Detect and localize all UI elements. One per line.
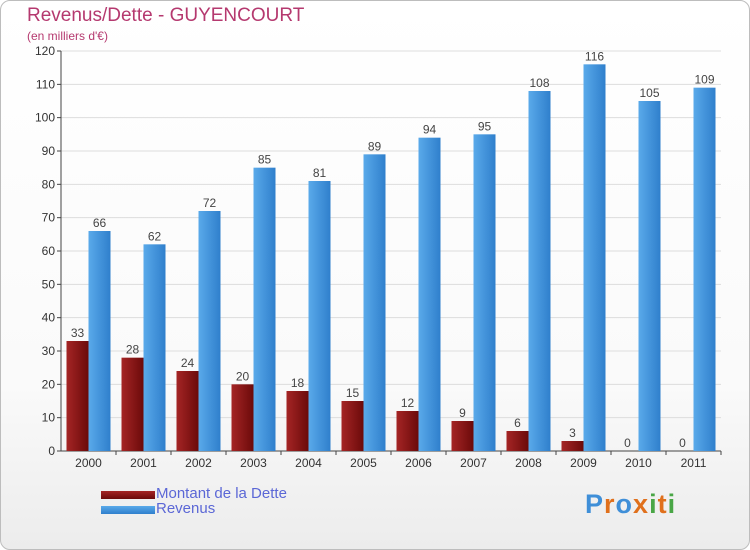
logo-letter: i bbox=[667, 489, 677, 519]
bar-revenus bbox=[308, 181, 331, 451]
logo-letter: i bbox=[649, 489, 658, 519]
x-tick-label: 2003 bbox=[240, 456, 267, 470]
bar-revenus bbox=[88, 231, 111, 451]
bar-revenus bbox=[143, 244, 166, 451]
data-label-revenus: 81 bbox=[313, 166, 327, 180]
bar-dette bbox=[286, 391, 309, 451]
logo-letter: x bbox=[633, 489, 650, 519]
x-tick-label: 2006 bbox=[405, 456, 432, 470]
bar-revenus bbox=[198, 211, 221, 451]
chart-subtitle: (en milliers d'€) bbox=[27, 29, 108, 43]
logo-letter: r bbox=[604, 489, 616, 519]
data-label-dette: 0 bbox=[679, 436, 686, 450]
bar-revenus bbox=[363, 154, 386, 452]
bar-revenus bbox=[638, 101, 661, 451]
y-tick-label: 60 bbox=[42, 244, 56, 258]
data-label-revenus: 62 bbox=[148, 229, 162, 243]
bar-revenus bbox=[528, 91, 551, 451]
data-label-dette: 3 bbox=[569, 426, 576, 440]
y-tick-label: 50 bbox=[42, 277, 56, 291]
x-tick-label: 2007 bbox=[460, 456, 487, 470]
bar-revenus bbox=[253, 167, 276, 451]
y-tick-label: 120 bbox=[35, 44, 55, 58]
bar-dette bbox=[66, 341, 89, 451]
bar-dette bbox=[561, 441, 584, 451]
x-tick-label: 2005 bbox=[350, 456, 377, 470]
y-tick-label: 80 bbox=[42, 177, 56, 191]
data-label-dette: 18 bbox=[291, 376, 305, 390]
data-label-dette: 20 bbox=[236, 369, 250, 383]
data-label-revenus: 85 bbox=[258, 153, 272, 167]
legend-label-revenus: Revenus bbox=[156, 500, 216, 517]
legend-label-dette: Montant de la Dette bbox=[156, 485, 287, 502]
bar-revenus bbox=[693, 87, 716, 452]
data-label-revenus: 116 bbox=[585, 49, 604, 63]
x-tick-label: 2004 bbox=[295, 456, 322, 470]
legend-swatch-revenus bbox=[101, 506, 155, 514]
proxiti-logo: Proxiti bbox=[585, 489, 676, 520]
x-tick-label: 2008 bbox=[515, 456, 542, 470]
y-tick-label: 0 bbox=[48, 444, 55, 458]
bar-dette bbox=[231, 384, 254, 451]
bar-dette bbox=[176, 371, 199, 451]
data-label-revenus: 105 bbox=[639, 86, 659, 100]
y-tick-label: 110 bbox=[36, 77, 55, 91]
bar-revenus bbox=[473, 134, 496, 452]
x-tick-label: 2009 bbox=[570, 456, 597, 470]
data-label-dette: 15 bbox=[346, 386, 360, 400]
x-tick-label: 2010 bbox=[625, 456, 652, 470]
x-tick-label: 2001 bbox=[130, 456, 157, 470]
data-label-dette: 0 bbox=[624, 436, 631, 450]
data-label-dette: 6 bbox=[514, 416, 521, 430]
bar-revenus bbox=[583, 64, 606, 452]
bar-dette bbox=[506, 431, 529, 451]
bar-revenus bbox=[418, 137, 441, 451]
y-tick-label: 10 bbox=[42, 411, 56, 425]
logo-letter: P bbox=[585, 489, 605, 519]
data-label-dette: 33 bbox=[71, 326, 85, 340]
x-tick-label: 2002 bbox=[185, 456, 212, 470]
logo-letter: o bbox=[615, 489, 634, 519]
legend-swatch-dette bbox=[101, 491, 155, 499]
logo-letter: t bbox=[657, 489, 668, 519]
data-label-revenus: 95 bbox=[478, 119, 492, 133]
data-label-revenus: 89 bbox=[368, 139, 382, 153]
y-tick-label: 20 bbox=[42, 377, 56, 391]
y-tick-label: 40 bbox=[42, 311, 56, 325]
y-tick-label: 100 bbox=[35, 111, 55, 125]
data-label-revenus: 72 bbox=[203, 196, 217, 210]
data-label-dette: 28 bbox=[126, 343, 140, 357]
bar-dette bbox=[341, 401, 364, 451]
x-tick-label: 2000 bbox=[75, 456, 102, 470]
data-label-revenus: 108 bbox=[529, 76, 549, 90]
chart-title: Revenus/Dette - GUYENCOURT bbox=[27, 5, 305, 26]
bar-dette bbox=[451, 421, 474, 451]
data-label-dette: 12 bbox=[401, 396, 415, 410]
y-tick-label: 70 bbox=[42, 211, 56, 225]
data-label-revenus: 66 bbox=[93, 216, 107, 230]
data-label-dette: 24 bbox=[181, 356, 195, 370]
data-label-revenus: 94 bbox=[423, 123, 437, 137]
data-label-revenus: 109 bbox=[694, 73, 714, 87]
y-tick-label: 30 bbox=[42, 344, 56, 358]
y-tick-label: 90 bbox=[42, 144, 56, 158]
data-label-dette: 9 bbox=[459, 406, 466, 420]
bar-dette bbox=[396, 411, 419, 451]
x-tick-label: 2011 bbox=[681, 456, 707, 470]
bar-dette bbox=[121, 357, 144, 451]
